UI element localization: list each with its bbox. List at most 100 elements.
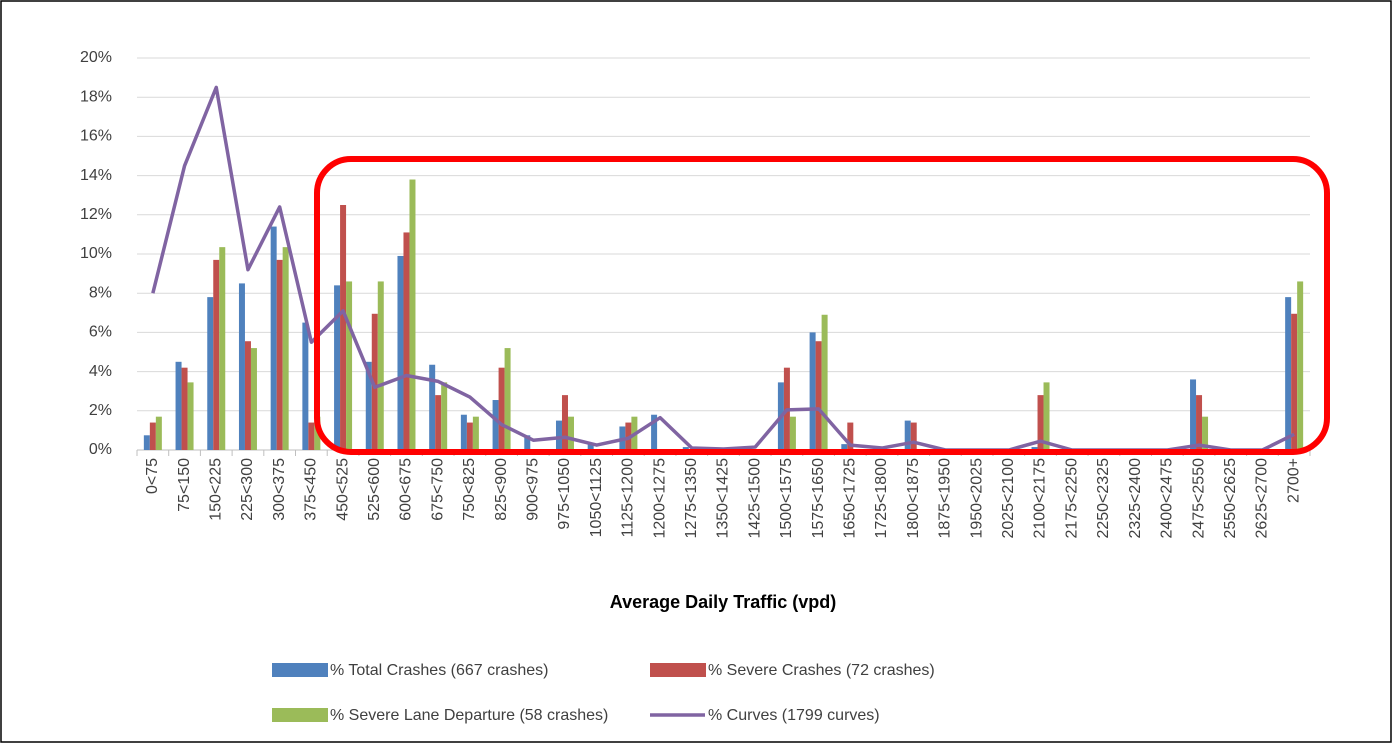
bar: [466, 422, 473, 450]
bar: [302, 322, 309, 450]
x-tick-label: 300<375: [271, 458, 288, 521]
x-tick-label: 1575<1650: [810, 458, 827, 539]
legend-label: % Total Crashes (667 crashes): [330, 662, 548, 679]
bar: [841, 444, 848, 450]
x-tick-label: 1425<1500: [746, 458, 763, 539]
legend-swatch: [650, 663, 706, 677]
bar: [441, 382, 448, 450]
bar: [651, 414, 658, 450]
x-tick-label: 75<150: [176, 458, 193, 512]
x-tick-label: 2025<2100: [1000, 458, 1017, 539]
y-tick-label: 4%: [89, 363, 112, 380]
x-tick-label: 1725<1800: [873, 458, 890, 539]
y-tick-label: 20%: [80, 49, 112, 66]
bar: [847, 422, 854, 450]
x-axis-title: Average Daily Traffic (vpd): [610, 592, 836, 612]
y-tick-label: 12%: [80, 206, 112, 223]
x-tick-label: 900<975: [525, 458, 542, 521]
bar: [567, 416, 574, 450]
bar: [1285, 297, 1292, 450]
bar: [555, 420, 562, 450]
x-tick-label: 450<525: [334, 458, 351, 521]
bar: [561, 395, 568, 450]
bar: [1031, 447, 1038, 450]
bar: [143, 435, 150, 450]
bar: [175, 361, 182, 450]
bar: [435, 395, 442, 450]
bar: [365, 361, 372, 450]
legend-swatch: [272, 708, 328, 722]
y-tick-label: 10%: [80, 245, 112, 262]
x-tick-label: 1200<1275: [651, 458, 668, 539]
bar: [155, 416, 162, 450]
bar: [377, 281, 384, 450]
x-tick-label: 1125<1200: [620, 458, 637, 537]
legend-label: % Severe Crashes (72 crashes): [708, 662, 935, 679]
x-tick-label: 1800<1875: [905, 458, 922, 539]
x-tick-label: 825<900: [493, 458, 510, 521]
bar: [346, 281, 353, 450]
bar: [276, 259, 283, 450]
bar: [1202, 416, 1209, 450]
x-tick-label: 1875<1950: [937, 458, 954, 539]
bar: [504, 348, 511, 450]
bar: [524, 435, 531, 450]
x-tick-label: 225<300: [239, 458, 256, 521]
bar: [213, 259, 220, 450]
x-tick-label: 2250<2325: [1095, 458, 1112, 539]
bar: [1196, 395, 1203, 450]
x-tick-label: 2325<2400: [1127, 458, 1144, 539]
bar: [1291, 313, 1298, 450]
x-tick-label: 675<750: [429, 458, 446, 521]
bar: [282, 247, 289, 450]
bar: [809, 332, 816, 450]
bar: [789, 416, 796, 450]
x-tick-label: 2475<2550: [1190, 458, 1207, 539]
x-tick-label: 975<1050: [556, 458, 573, 530]
y-tick-label: 0%: [89, 441, 112, 458]
x-tick-label: 375<450: [303, 458, 320, 521]
x-tick-label: 1275<1350: [683, 458, 700, 539]
bar: [682, 447, 689, 450]
bar: [821, 314, 828, 450]
x-tick-label: 2400<2475: [1159, 458, 1176, 539]
highlight-box: [314, 156, 1330, 455]
bar: [1190, 379, 1197, 450]
y-tick-label: 8%: [89, 284, 112, 301]
bar: [904, 420, 911, 450]
bar: [207, 297, 214, 450]
bar: [587, 444, 594, 450]
x-tick-label: 1500<1575: [778, 458, 795, 539]
bar: [397, 255, 404, 450]
bar: [334, 285, 341, 450]
x-tick-label: 1950<2025: [968, 458, 985, 539]
bar: [238, 283, 245, 450]
bar: [308, 422, 315, 450]
bar: [1297, 281, 1304, 450]
bar: [187, 382, 194, 450]
x-tick-label: 0<75: [144, 458, 161, 494]
bar: [149, 422, 156, 450]
bar: [492, 400, 499, 450]
x-tick-label: 2550<2625: [1222, 458, 1239, 539]
y-tick-label: 18%: [80, 88, 112, 105]
x-tick-label: 1350<1425: [715, 458, 732, 539]
bar: [910, 422, 917, 450]
y-tick-label: 2%: [89, 402, 112, 419]
x-tick-label: 2175<2250: [1063, 458, 1080, 539]
bar: [340, 205, 347, 450]
bar: [429, 364, 436, 450]
x-tick-label: 600<675: [398, 458, 415, 521]
bar: [472, 416, 479, 450]
bar: [270, 226, 277, 450]
x-tick-label: 750<825: [461, 458, 478, 521]
bar: [219, 247, 226, 450]
y-tick-label: 6%: [89, 324, 112, 341]
y-tick-label: 16%: [80, 128, 112, 145]
bar: [250, 348, 257, 450]
bar: [181, 367, 188, 450]
legend-swatch: [272, 663, 328, 677]
x-tick-label: 1050<1125: [588, 458, 605, 537]
x-tick-label: 1650<1725: [842, 458, 859, 539]
